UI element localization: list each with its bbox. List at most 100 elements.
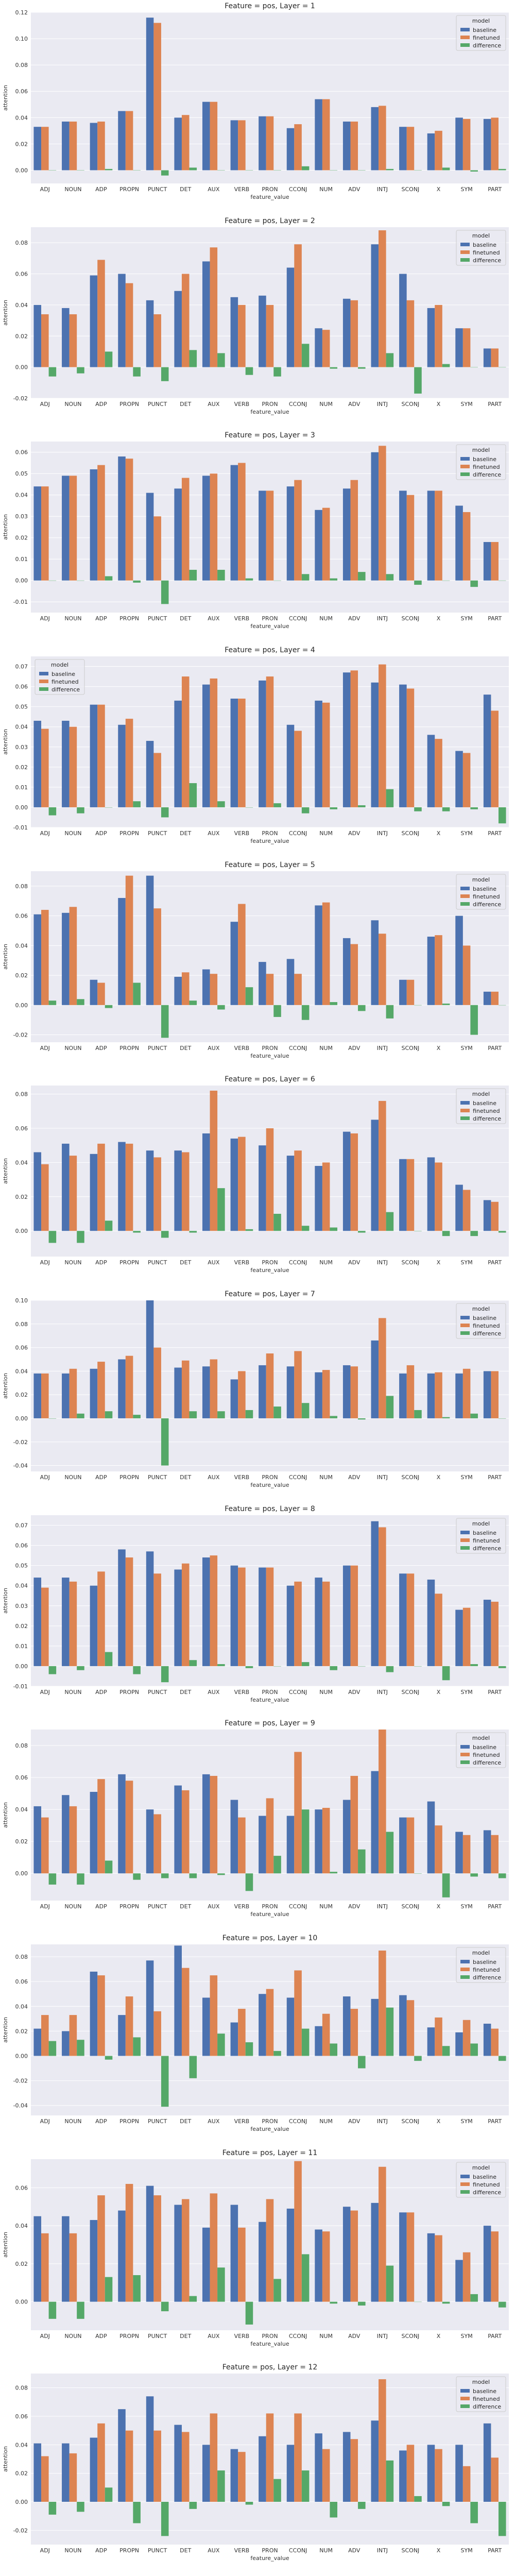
bar-baseline-x [427,936,435,1005]
bar-baseline-pron [259,2436,266,2502]
x-tick-label: NOUN [64,1903,81,1910]
bar-baseline-adp [90,1368,98,1418]
bar-finetuned-adj [41,1373,49,1418]
y-axis-label: attention [2,944,9,970]
bar-finetuned-adp [97,1144,105,1231]
bar-baseline-noun [62,308,70,367]
legend-swatch-difference [39,687,49,691]
y-tick-label: 0.04 [15,1582,28,1589]
bar-baseline-adv [342,121,351,171]
bar-finetuned-sym [462,118,471,171]
bar-baseline-aux [202,2445,210,2502]
bar-baseline-det [174,2205,182,2302]
bar-baseline-sym [455,1832,463,1874]
bar-baseline-pron [259,1145,266,1231]
bar-finetuned-verb [238,463,246,581]
bar-finetuned-cconj [294,1752,302,1874]
bar-finetuned-verb [238,1567,246,1666]
bar-difference-pron [273,1856,281,1874]
x-axis-label: feature_value [250,1053,289,1059]
x-tick-label: X [437,1045,441,1052]
y-tick-label: -0.02 [13,395,28,402]
bar-baseline-det [174,117,182,171]
bar-baseline-cconj [286,1816,295,1874]
chart-panel-5: Feature = pos, Layer = 5 -0.02 0.00 0.02 0.0… [2,861,509,1059]
bar-difference-punct [161,1418,169,1466]
legend-box [456,2162,506,2198]
bar-baseline-det [174,1367,182,1418]
legend-swatch-difference [460,902,470,906]
bar-finetuned-punct [153,314,161,367]
legend-swatch-finetuned [460,1323,470,1327]
y-axis-label: attention [2,1158,9,1184]
bar-finetuned-adv [350,1366,358,1418]
bar-difference-noun [77,1873,84,1885]
bar-baseline-adj [33,486,42,581]
bar-finetuned-num [322,329,330,367]
x-tick-label: PUNCT [148,186,167,193]
y-tick-label: 0.02 [15,764,28,771]
bar-difference-det [189,1000,197,1005]
bar-baseline-x [427,2027,435,2056]
bar-difference-adj [48,2041,57,2056]
legend-label-difference: difference [473,901,501,908]
legend-label-finetuned: finetuned [473,1752,500,1758]
x-tick-label: NOUN [64,2547,81,2554]
x-tick-label: SCONJ [402,2118,420,2125]
bar-finetuned-cconj [294,244,302,367]
bar-baseline-sconj [399,1573,407,1666]
bar-difference-intj [386,1666,394,1672]
bar-baseline-adj [33,2028,42,2056]
x-tick-label: ADP [95,1474,107,1481]
chart-title: Feature = pos, Layer = 4 [225,646,315,654]
bar-difference-x [442,364,450,367]
bar-baseline-aux [202,101,210,171]
bar-finetuned-aux [210,1091,218,1231]
legend-swatch-difference [460,472,470,477]
bar-difference-propn [133,982,141,1005]
bar-baseline-det [174,291,182,367]
bar-finetuned-adp [97,2424,105,2502]
legend-box [456,1303,506,1339]
bar-baseline-sym [455,1184,463,1231]
bar-baseline-adv [342,2432,351,2502]
x-tick-label: VERB [234,186,250,193]
x-tick-label: SCONJ [402,1689,420,1696]
bar-finetuned-x [435,490,442,581]
bar-difference-adp [105,2487,113,2502]
x-tick-label: SCONJ [402,830,420,837]
x-tick-label: INTJ [377,1045,388,1052]
x-tick-label: PROPN [119,1259,139,1266]
x-tick-label: CCONJ [289,2333,307,2340]
y-tick-label: 0.02 [15,2261,28,2267]
bar-baseline-sym [455,2032,463,2056]
bar-finetuned-x [435,2017,442,2056]
bar-finetuned-adv [350,1776,358,1874]
bar-finetuned-aux [210,247,218,367]
bar-difference-det [189,783,197,807]
bar-difference-adv [358,1850,366,1874]
bar-finetuned-det [181,676,190,807]
legend-title: model [472,447,490,453]
bar-baseline-pron [259,961,266,1005]
x-tick-label: PROPN [119,1689,139,1696]
legend-label-difference: difference [473,2403,501,2410]
y-tick-label: 0.04 [15,1368,28,1375]
bar-difference-sconj [414,367,422,394]
y-tick-label: 0.04 [15,724,28,731]
x-tick-label: ADV [348,2333,360,2340]
bar-difference-det [189,1231,197,1233]
x-tick-label: VERB [234,401,250,408]
bar-baseline-x [427,1157,435,1231]
bar-difference-sconj [414,2056,422,2061]
bar-difference-det [189,570,197,581]
bar-baseline-cconj [286,724,295,807]
x-tick-label: NOUN [64,615,81,622]
bar-difference-aux [217,1873,225,1875]
x-tick-label: PART [488,2547,502,2554]
x-tick-label: ADJ [40,1689,50,1696]
bar-finetuned-aux [210,2413,218,2502]
y-tick-label: 0.06 [15,2184,28,2191]
bar-difference-noun [77,2502,84,2512]
